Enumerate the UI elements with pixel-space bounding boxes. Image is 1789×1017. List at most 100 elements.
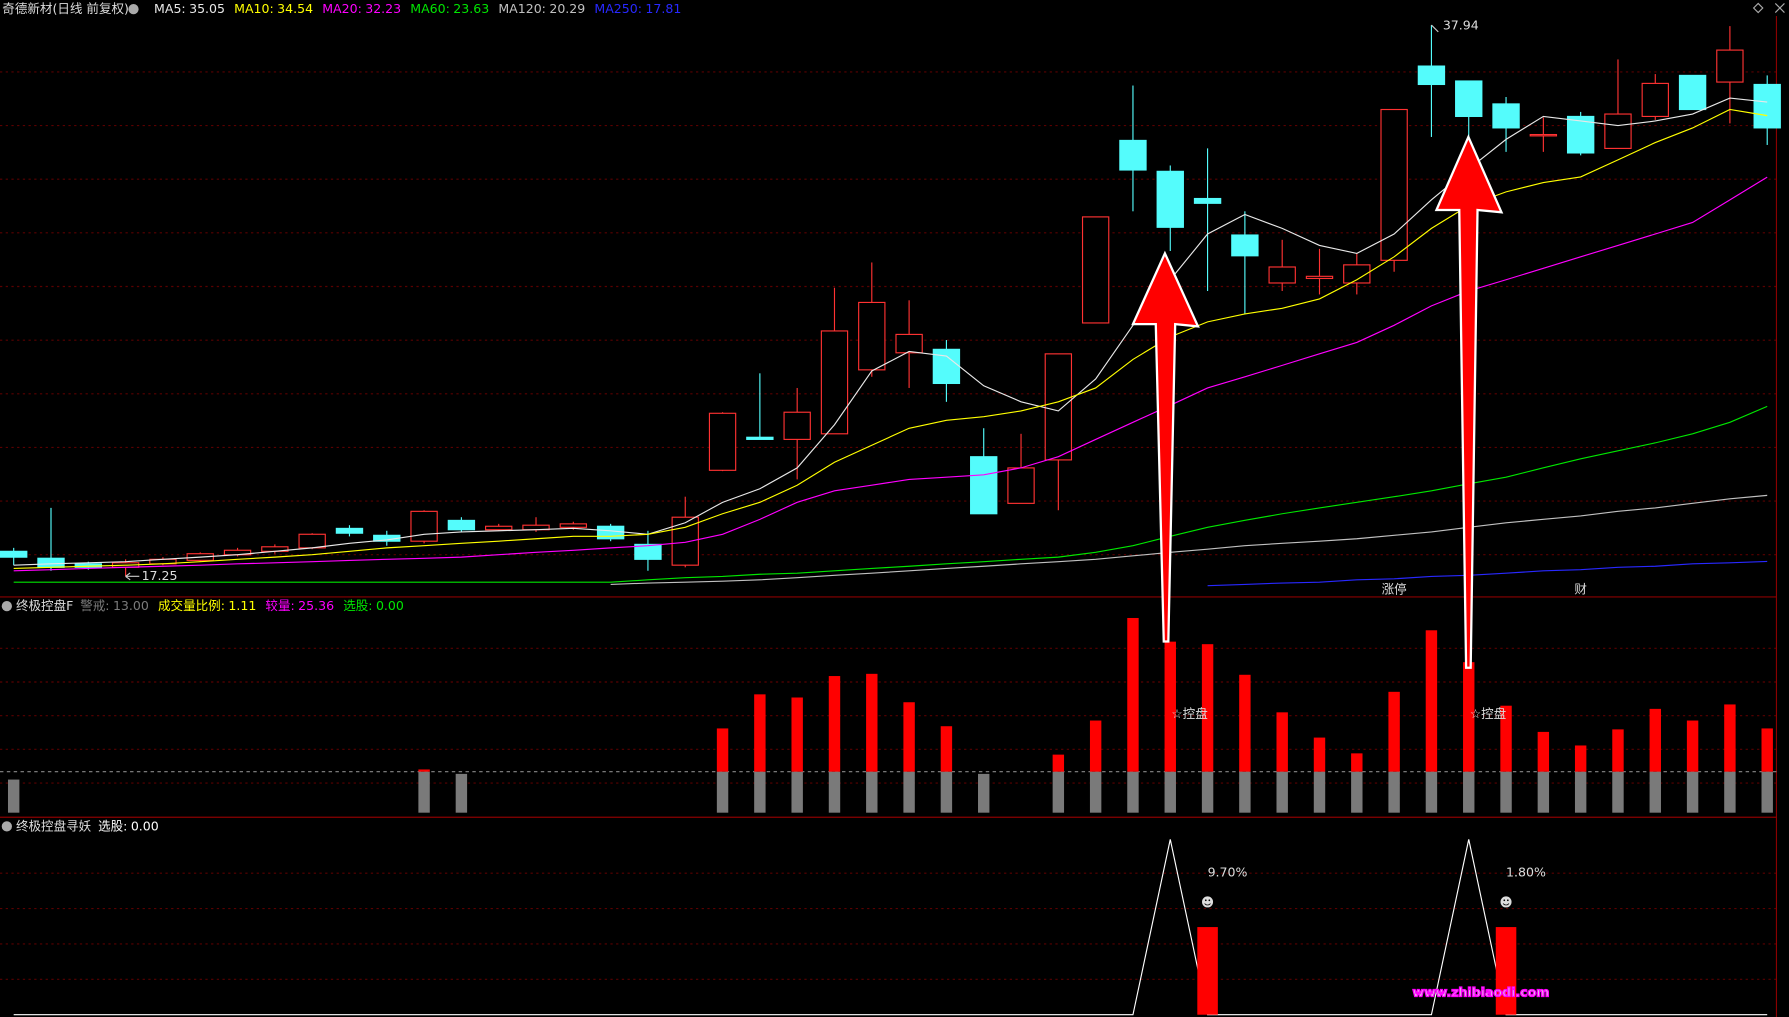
volume-bar-excess (1052, 754, 1065, 772)
legend-name: MA60: (410, 1, 450, 16)
candle-body (1380, 108, 1408, 261)
volume-bar-excess (1574, 745, 1587, 772)
legend-value: 32.23 (365, 1, 401, 16)
candle-body (559, 523, 588, 528)
legend-name: 选股: (343, 598, 372, 613)
signal-bar (1495, 927, 1517, 1015)
volume-bar-excess (903, 702, 915, 772)
candle-body (634, 543, 662, 560)
min-pointer (125, 572, 140, 581)
candle-body (746, 436, 774, 440)
main-header: 奇德新材(日线 前复权) MA5: 35.05 MA10: 34.54 MA20: 32.2… (2, 1, 681, 16)
volume-bar-excess (1351, 753, 1363, 772)
candle-body (1044, 353, 1073, 461)
candle-body (0, 550, 28, 558)
min-label: 17.25 (142, 568, 178, 583)
annotation: 涨停 (1382, 582, 1407, 597)
volume-bar-excess (1500, 705, 1512, 772)
chart-title: 终极控盘寻妖 (16, 818, 92, 833)
candle-body (1343, 264, 1371, 284)
header-icon[interactable] (1, 600, 12, 612)
signal-label: ☆控盘 (1470, 706, 1506, 721)
legend-name: MA5: (154, 1, 186, 16)
legend-name: 较量: (265, 598, 294, 613)
candle-body (820, 330, 849, 435)
volume-bar-base (1463, 771, 1475, 813)
header-icon[interactable] (1, 821, 12, 832)
volume-bar-base (1052, 771, 1065, 813)
signal-bar (1197, 927, 1218, 1015)
volume-bar-base (791, 771, 803, 813)
volume-bar-base (866, 771, 878, 813)
annotation: 财 (1574, 582, 1587, 597)
marks: 37.94 17.25 涨停 财 ☆控盘 ☆控盘 ☻ ☻ 9.70% 1.80% www.zhibi… (0, 18, 1781, 1016)
candle-body (410, 510, 438, 542)
candle-body (708, 412, 737, 471)
indicator-header: 终极控盘F 警戒: 13.00 成交量比例: 1.11 较量: 25.36 选股: 0.00 (16, 598, 404, 613)
volume-bar-base (1351, 771, 1363, 813)
volume-bar-base (1201, 771, 1214, 813)
volume-bar-excess (1313, 737, 1326, 772)
legend-name: MA250: (594, 1, 642, 16)
volume-bar-base (1686, 771, 1699, 813)
candle-body (447, 519, 476, 531)
volume-bar-base (1724, 771, 1736, 813)
candle-body (1716, 49, 1744, 83)
candle-body (970, 456, 998, 515)
candle-body (1529, 133, 1558, 137)
legend-value: 17.81 (645, 1, 681, 16)
candle-body (783, 411, 811, 440)
volume-bar-base (828, 771, 841, 813)
candle-body (1268, 266, 1296, 284)
volume-bar-base (754, 771, 766, 813)
volume-bar-excess (1537, 731, 1550, 772)
volume-bar-excess (1649, 708, 1661, 772)
candle-body (1641, 82, 1669, 118)
legend-name: MA120: (498, 1, 546, 16)
volume-bar-base (1239, 771, 1251, 813)
signal-marker: ☻ (1201, 894, 1214, 909)
volume-bar-base (1425, 771, 1438, 813)
volume-bar-base (1276, 771, 1288, 813)
volume-bar-excess (1425, 630, 1438, 772)
volume-bar-base (1537, 771, 1550, 813)
volume-bar-excess (1612, 729, 1624, 772)
volume-bar-base (1127, 771, 1139, 813)
volume-bar-excess (1276, 712, 1288, 772)
volume-bar-base (418, 771, 430, 813)
volume-bar-excess (1201, 644, 1214, 772)
candle-body (1417, 65, 1446, 86)
volume-bar-base (716, 771, 729, 813)
volume-bar-base (1649, 771, 1661, 813)
legend-name: 警戒: (80, 598, 109, 613)
ma-line (13, 405, 1768, 583)
legend-value: 13.00 (113, 598, 149, 613)
close-icon[interactable] (1774, 3, 1785, 13)
window-icon[interactable] (1752, 2, 1764, 14)
chart-title: 奇德新材(日线 前复权) (2, 1, 129, 16)
header-icon[interactable] (128, 3, 139, 15)
legend-value: 1.11 (228, 598, 256, 613)
volume-bar-excess (940, 726, 953, 772)
volume-bar-excess (716, 728, 729, 772)
volume-bar-excess (754, 694, 766, 772)
candle-body (1119, 139, 1147, 171)
legend-name: 选股: (98, 818, 127, 833)
candle-body (1455, 80, 1483, 118)
legend-value: 34.54 (277, 1, 313, 16)
volume-bar-base (1313, 771, 1326, 813)
ma-line (610, 494, 1768, 585)
chart-title: 终极控盘F (16, 598, 73, 613)
pct-label: 9.70% (1208, 865, 1248, 880)
volume-bar-excess (866, 673, 878, 772)
candle-body (1753, 83, 1781, 129)
legend-value: 35.05 (189, 1, 225, 16)
volume-bar-base (940, 771, 953, 813)
pct-label: 1.80% (1506, 865, 1546, 880)
volume-bar-excess (1686, 720, 1699, 772)
legend-value: 0.00 (376, 598, 404, 613)
volume-bar-base (978, 773, 990, 813)
max-label: 37.94 (1443, 18, 1479, 33)
legend-value: 25.36 (298, 598, 334, 613)
